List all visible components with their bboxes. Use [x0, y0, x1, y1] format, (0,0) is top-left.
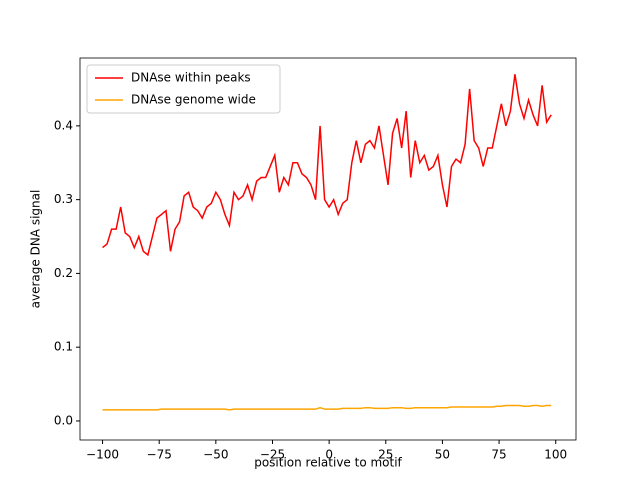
x-tick-label: 50 — [435, 448, 450, 462]
x-tick-label: 25 — [378, 448, 393, 462]
x-tick-label: −75 — [147, 448, 172, 462]
y-tick-label: 0.3 — [54, 192, 73, 206]
y-tick-label: 0.2 — [54, 266, 73, 280]
y-tick-label: 0.1 — [54, 340, 73, 354]
data-line — [102, 404, 552, 411]
x-tick-label: 75 — [491, 448, 506, 462]
x-tick-label: −50 — [203, 448, 228, 462]
x-tick-label: −100 — [86, 448, 119, 462]
y-tick-label: 0.4 — [54, 118, 73, 132]
x-tick-label: −25 — [260, 448, 285, 462]
x-tick-label: 100 — [544, 448, 567, 462]
y-axis-label: average DNA signal — [29, 190, 43, 309]
y-tick-label: 0.0 — [54, 413, 73, 427]
plot-frame — [79, 57, 577, 441]
x-tick-label: 0 — [325, 448, 333, 462]
data-line — [102, 74, 552, 257]
legend-label: DNAse within peaks — [131, 71, 251, 85]
x-axis-label: position relative to motif — [254, 456, 402, 470]
legend-box — [86, 64, 281, 114]
legend-label: DNAse genome wide — [131, 93, 256, 107]
